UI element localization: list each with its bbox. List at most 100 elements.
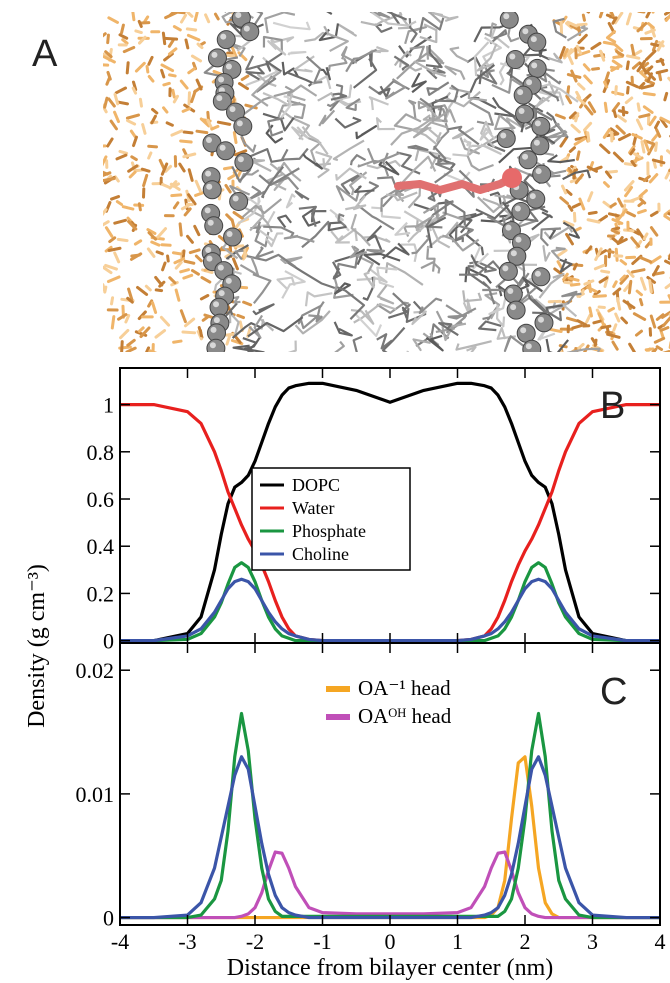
- water: [145, 346, 151, 352]
- water: [576, 319, 588, 327]
- lipid-tail: [476, 194, 507, 214]
- water: [171, 251, 183, 256]
- highlight: [226, 231, 233, 238]
- lipid-tail: [302, 153, 323, 170]
- water: [179, 268, 190, 274]
- water: [612, 54, 624, 60]
- lipid-tail: [366, 225, 383, 251]
- water: [611, 340, 619, 351]
- water: [665, 149, 670, 155]
- water: [643, 139, 651, 153]
- water: [614, 312, 621, 323]
- lipid-tail: [438, 321, 459, 337]
- headgroup: [518, 150, 538, 170]
- water: [622, 299, 636, 310]
- water: [225, 213, 234, 222]
- lipid-tail: [363, 252, 401, 266]
- lipid-tail: [489, 29, 508, 45]
- water: [570, 123, 581, 134]
- water: [603, 80, 609, 89]
- water: [179, 139, 193, 144]
- water: [571, 324, 583, 330]
- water: [140, 167, 151, 173]
- water: [159, 315, 171, 327]
- highlight: [533, 139, 540, 146]
- lipid-tail: [286, 71, 314, 87]
- lipid-tail: [479, 127, 496, 141]
- lipid-tail: [545, 338, 569, 352]
- highlight: [503, 13, 510, 20]
- water: [586, 218, 601, 224]
- water: [583, 279, 595, 286]
- series-line: [120, 711, 660, 920]
- lipid-tail: [280, 95, 293, 119]
- lipid-tail: [318, 66, 331, 81]
- water: [616, 296, 622, 311]
- water: [565, 316, 578, 323]
- lipid-tail: [449, 86, 488, 102]
- lipid-tail: [360, 12, 403, 27]
- water: [655, 313, 665, 321]
- lipid-tail: [381, 242, 410, 260]
- lipid-tail: [327, 221, 347, 232]
- lipid-tail: [542, 244, 551, 262]
- water: [138, 37, 146, 45]
- water: [150, 114, 157, 125]
- water: [651, 12, 655, 14]
- headgroup: [498, 261, 518, 281]
- water: [576, 50, 591, 57]
- lipid-tail: [323, 25, 349, 53]
- lipid-tail: [285, 193, 296, 209]
- water: [566, 85, 571, 96]
- water: [210, 124, 220, 131]
- highlight: [219, 144, 226, 151]
- lipid-tail: [426, 81, 450, 96]
- water: [120, 340, 124, 352]
- highlight: [526, 79, 533, 86]
- water: [142, 173, 149, 188]
- lipid-tail: [406, 350, 409, 352]
- water: [125, 346, 137, 352]
- lipid-tail: [341, 46, 358, 64]
- water: [166, 254, 170, 263]
- lipid-tail: [367, 354, 384, 376]
- lipid-tail: [434, 162, 454, 184]
- x-tick-label: -1: [313, 929, 331, 954]
- lipid-tail: [353, 312, 383, 338]
- lipid-tail: [473, 41, 490, 76]
- water: [587, 210, 598, 216]
- lipid-tail: [262, 91, 294, 107]
- water: [646, 275, 657, 284]
- lipid-tail: [345, 195, 367, 211]
- water: [232, 257, 239, 271]
- headgroup: [202, 180, 222, 200]
- lipid-tail: [491, 96, 516, 118]
- lipid-tail: [393, 113, 422, 131]
- water: [575, 44, 583, 55]
- water: [583, 74, 593, 85]
- water: [605, 13, 618, 20]
- highlight: [514, 205, 521, 212]
- water: [118, 149, 129, 155]
- water: [554, 113, 566, 120]
- water: [612, 287, 622, 296]
- headgroup: [207, 48, 227, 68]
- headgroup: [240, 22, 260, 42]
- water: [125, 61, 130, 75]
- highlight: [205, 170, 212, 177]
- water: [109, 119, 118, 131]
- lipid-tail: [332, 261, 342, 280]
- water: [649, 314, 657, 329]
- lipid-tail: [286, 84, 318, 102]
- lipid-tail: [398, 50, 412, 68]
- lipid-tail: [561, 290, 582, 305]
- lipid-tail: [366, 147, 401, 165]
- water: [148, 349, 158, 352]
- water: [118, 33, 129, 40]
- lipid-tail: [203, 56, 239, 78]
- headgroup: [234, 152, 254, 172]
- lipid-tail: [489, 191, 502, 205]
- y-axis-label: Density (g cm⁻³): [24, 564, 50, 728]
- water: [121, 38, 129, 45]
- water: [103, 220, 110, 227]
